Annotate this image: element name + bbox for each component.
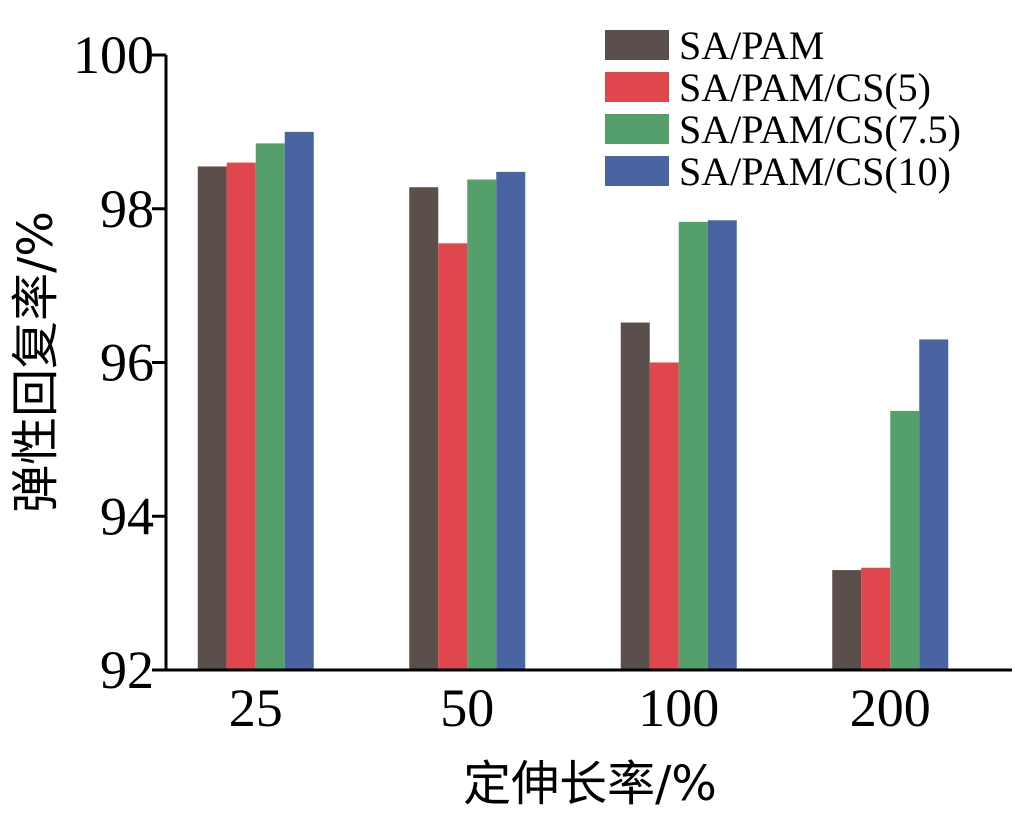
y-ticks-group: 92 94 96 98 100 (73, 25, 166, 700)
y-tick-label: 96 (100, 333, 154, 393)
legend: SA/PAMSA/PAM/CS(5)SA/PAM/CS(7.5)SA/PAM/C… (605, 23, 961, 194)
bar-25-series-0 (197, 166, 227, 670)
legend-label: SA/PAM (679, 23, 824, 68)
legend-swatch (605, 156, 669, 186)
bar-50-series-0 (409, 187, 439, 670)
legend-swatch (605, 114, 669, 144)
bar-200-series-3 (919, 339, 949, 670)
bar-200-series-1 (861, 567, 891, 670)
x-ticks-group: 25 50 100 200 (229, 678, 931, 738)
bar-100-series-2 (678, 221, 708, 670)
legend-swatch (605, 30, 669, 60)
x-tick-label: 50 (440, 678, 494, 738)
bar-25-series-1 (226, 162, 256, 670)
y-tick-label: 94 (100, 486, 154, 546)
legend-label: SA/PAM/CS(10) (679, 149, 951, 194)
bar-50-series-2 (467, 179, 497, 670)
bar-50-series-3 (496, 171, 526, 670)
bar-100-series-3 (707, 220, 737, 670)
x-tick-label: 200 (850, 678, 931, 738)
y-tick-label: 100 (73, 25, 154, 85)
bar-50-series-1 (438, 243, 468, 670)
legend-swatch (605, 72, 669, 102)
bar-25-series-2 (255, 143, 285, 670)
bar-25-series-3 (284, 131, 314, 670)
legend-label: SA/PAM/CS(5) (679, 65, 931, 110)
x-tick-label: 25 (229, 678, 283, 738)
bar-200-series-0 (832, 570, 862, 670)
x-tick-label: 100 (638, 678, 719, 738)
legend-label: SA/PAM/CS(7.5) (679, 107, 961, 152)
bar-100-series-1 (649, 362, 679, 670)
bar-100-series-0 (620, 322, 650, 670)
x-axis-title: 定伸长率/% (463, 756, 717, 812)
bar-200-series-2 (890, 410, 920, 670)
y-tick-label: 98 (100, 179, 154, 239)
bars-group (197, 131, 949, 670)
y-axis-title: 弹性回复率/% (8, 211, 64, 513)
y-tick-label: 92 (100, 640, 154, 700)
